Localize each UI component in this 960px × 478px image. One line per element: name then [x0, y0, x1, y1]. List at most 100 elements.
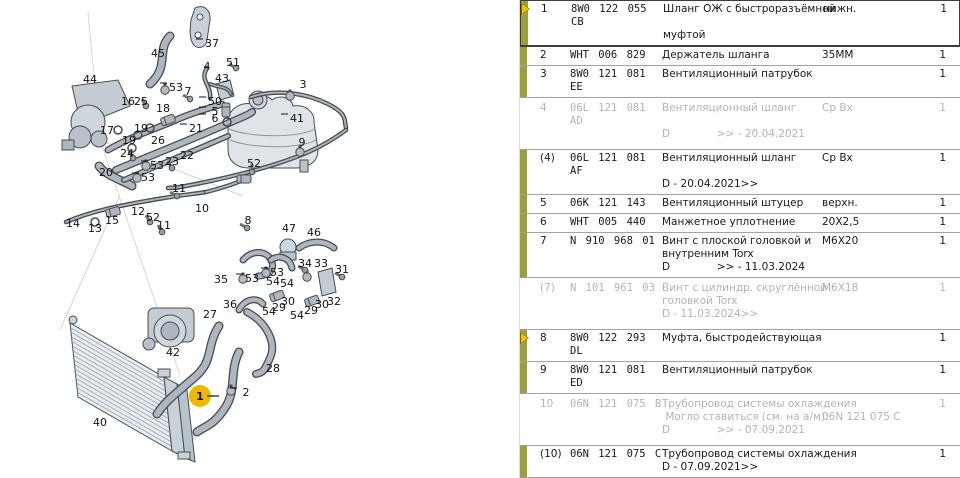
diagram-callout-10[interactable]: 10 [195, 202, 209, 215]
table-row-pos-3[interactable]: 3 8W0 121 081 EE Вентиляционный патрубок 1 [520, 66, 960, 98]
diagram-callout-11[interactable]: 11 [157, 219, 171, 232]
part-number: 8W0 121 081 ED [570, 364, 646, 389]
table-row-pos-9[interactable]: 9 8W0 121 081 ED Вентиляционный патрубок 1 [520, 362, 960, 394]
diagram-callout-22[interactable]: 22 [180, 149, 194, 162]
part-description: D - 11.03.2024>> [662, 308, 759, 320]
diagram-callout-27[interactable]: 27 [203, 308, 217, 321]
table-line: (7) N 101 961 03 Винт с цилиндр. скруглённ… [528, 282, 960, 295]
diagram-callout-7[interactable]: 7 [185, 85, 192, 98]
diagram-callout-43[interactable]: 43 [215, 72, 229, 85]
diagram-callout-4[interactable]: 4 [204, 60, 211, 73]
diagram-callout-12[interactable]: 12 [131, 205, 145, 218]
table-row-pos-5[interactable]: 5 06K 121 143 Вентиляционный штуцер верхн. 1 [520, 195, 960, 214]
diagram-callout-21[interactable]: 21 [189, 122, 203, 135]
part-number: N 101 961 03 [570, 282, 655, 294]
diagram-callout-54[interactable]: 54 [290, 309, 304, 322]
diagram-callout-19[interactable]: 19 [122, 134, 136, 147]
table-row-pos-1[interactable]: 1 8W0 122 055 CB Шланг ОЖ с быстроразъёмно… [520, 0, 960, 47]
diagram-callout-53[interactable]: 53 [150, 159, 164, 172]
diagram-callout-47[interactable]: 47 [282, 222, 296, 235]
table-line: 1 8W0 122 055 CB Шланг ОЖ с быстроразъёмно… [529, 3, 959, 29]
part-modifier: M6X20 [822, 235, 859, 247]
expansion-tank-drawing [227, 90, 319, 173]
diagram-callout-53[interactable]: 53 [141, 171, 155, 184]
diagram-callout-32[interactable]: 32 [327, 295, 341, 308]
diagram-callout-15[interactable]: 15 [105, 214, 119, 227]
diagram-callout-35[interactable]: 35 [214, 273, 228, 286]
diagram-callout-6[interactable]: 6 [212, 112, 219, 125]
table-row-pos-6[interactable]: 6 WHT 005 440 Манжетное уплотнение 20X2,5 1 [520, 214, 960, 233]
diagram-callout-24[interactable]: 24 [120, 147, 134, 160]
table-line: 5 06K 121 143 Вентиляционный штуцер верхн. 1 [528, 197, 960, 210]
table-row-pos-2[interactable]: 2 WHT 006 829 Держатель шланга 35MM 1 [520, 47, 960, 66]
diagram-callout-20[interactable]: 20 [99, 166, 113, 179]
table-line: 7 N 910 968 01 Винт с плоской головкой и M6… [528, 235, 960, 248]
diagram-callout-30[interactable]: 30 [315, 298, 329, 311]
diagram-callout-28[interactable]: 28 [266, 362, 280, 375]
diagram-callout-8[interactable]: 8 [245, 214, 252, 227]
diagram-callout-18[interactable]: 18 [156, 102, 170, 115]
diagram-callout-37[interactable]: 37 [205, 37, 219, 50]
diagram-callout-17[interactable]: 17 [100, 124, 114, 137]
diagram-callout-42[interactable]: 42 [166, 346, 180, 359]
diagram-callout-1[interactable]: 1 [196, 390, 204, 403]
diagram-callout-16[interactable]: 16 [121, 95, 135, 108]
part-description: Винт с цилиндр. скруглённой [662, 282, 828, 294]
diagram-callout-3[interactable]: 3 [300, 78, 307, 91]
diagram-callout-13[interactable]: 13 [88, 222, 102, 235]
part-number: N 910 968 01 [570, 235, 655, 247]
diagram-callout-40[interactable]: 40 [93, 416, 107, 429]
diagram-callout-45[interactable]: 45 [151, 47, 165, 60]
table-row-pos-4[interactable]: 4 06L 121 081 AD Вентиляционный шланг Ср Вх… [520, 100, 960, 144]
diagram-callout-9[interactable]: 9 [299, 136, 306, 149]
row-accent-bar [520, 233, 527, 277]
diagram-callout-51[interactable]: 51 [226, 56, 240, 69]
diagram-callout-54[interactable]: 54 [266, 275, 280, 288]
table-line: D - 20.04.2021>> [528, 178, 960, 191]
diagram-callout-53[interactable]: 53 [245, 272, 259, 285]
diagram-callout-54[interactable]: 54 [262, 305, 276, 318]
diagram-callout-46[interactable]: 46 [307, 226, 321, 239]
part-description: Муфта, быстродействующая [662, 332, 822, 344]
diagram-callout-31[interactable]: 31 [335, 263, 349, 276]
diagram-callout-33[interactable]: 33 [314, 257, 328, 270]
diagram-callout-29[interactable]: 29 [304, 304, 318, 317]
diagram-callout-19[interactable]: 19 [134, 122, 148, 135]
diagram-callout-2[interactable]: 2 [243, 386, 250, 399]
part-number: 8W0 122 293 DL [570, 332, 646, 357]
diagram-callout-26[interactable]: 26 [151, 134, 165, 147]
diagram-callout-14[interactable]: 14 [66, 217, 80, 230]
part-description: Вентиляционный шланг [662, 102, 797, 114]
diagram-callout-54[interactable]: 54 [280, 277, 294, 290]
table-row-pos-(7)[interactable]: (7) N 101 961 03 Винт с цилиндр. скруглённ… [520, 280, 960, 324]
hoses-drawing [63, 31, 349, 437]
diagram-pane[interactable]: 37 45 44 4 51 43 53 7 16 25 18 50 5 6 3 41 17 19 19 21 26 24 2… [0, 0, 519, 478]
table-line: 2 WHT 006 829 Держатель шланга 35MM 1 [528, 49, 960, 62]
table-row-pos-8[interactable]: 8 8W0 122 293 DL Муфта, быстродействующая 1 [520, 329, 960, 362]
highlighted-callout-circle[interactable] [189, 385, 211, 407]
diagram-callout-50[interactable]: 50 [208, 95, 222, 108]
table-row-pos-(10)[interactable]: (10) 06N 121 075 C Трубопровод системы охл… [520, 445, 960, 478]
table-row-pos-7[interactable]: 7 N 910 968 01 Винт с плоской головкой и M6… [520, 233, 960, 278]
position-number: 2 [540, 49, 547, 61]
diagram-callout-30[interactable]: 30 [281, 295, 295, 308]
part-description: головкой Torx [662, 295, 738, 307]
table-line: 10 06N 121 075 B Трубопровод системы охлаж… [528, 398, 960, 411]
table-row-pos-10[interactable]: 10 06N 121 075 B Трубопровод системы охлаж… [520, 396, 960, 440]
diagram-callout-44[interactable]: 44 [83, 73, 97, 86]
diagram-callout-53[interactable]: 53 [270, 266, 284, 279]
diagram-callout-29[interactable]: 29 [272, 301, 286, 314]
table-row-pos-(4)[interactable]: (4) 06L 121 081 AF Вентиляционный шланг Ср … [520, 149, 960, 195]
diagram-callout-52[interactable]: 52 [247, 157, 261, 170]
diagram-callout-36[interactable]: 36 [223, 298, 237, 311]
diagram-callout-52[interactable]: 52 [146, 211, 160, 224]
diagram-callout-23[interactable]: 23 [165, 155, 179, 168]
diagram-callout-53[interactable]: 53 [169, 81, 183, 94]
diagram-callout-25[interactable]: 25 [134, 95, 148, 108]
diagram-callout-11[interactable]: 11 [172, 182, 186, 195]
diagram-callout-5[interactable]: 5 [212, 105, 219, 118]
diagram-callout-34[interactable]: 34 [298, 257, 312, 270]
diagram-callout-41[interactable]: 41 [290, 112, 304, 125]
